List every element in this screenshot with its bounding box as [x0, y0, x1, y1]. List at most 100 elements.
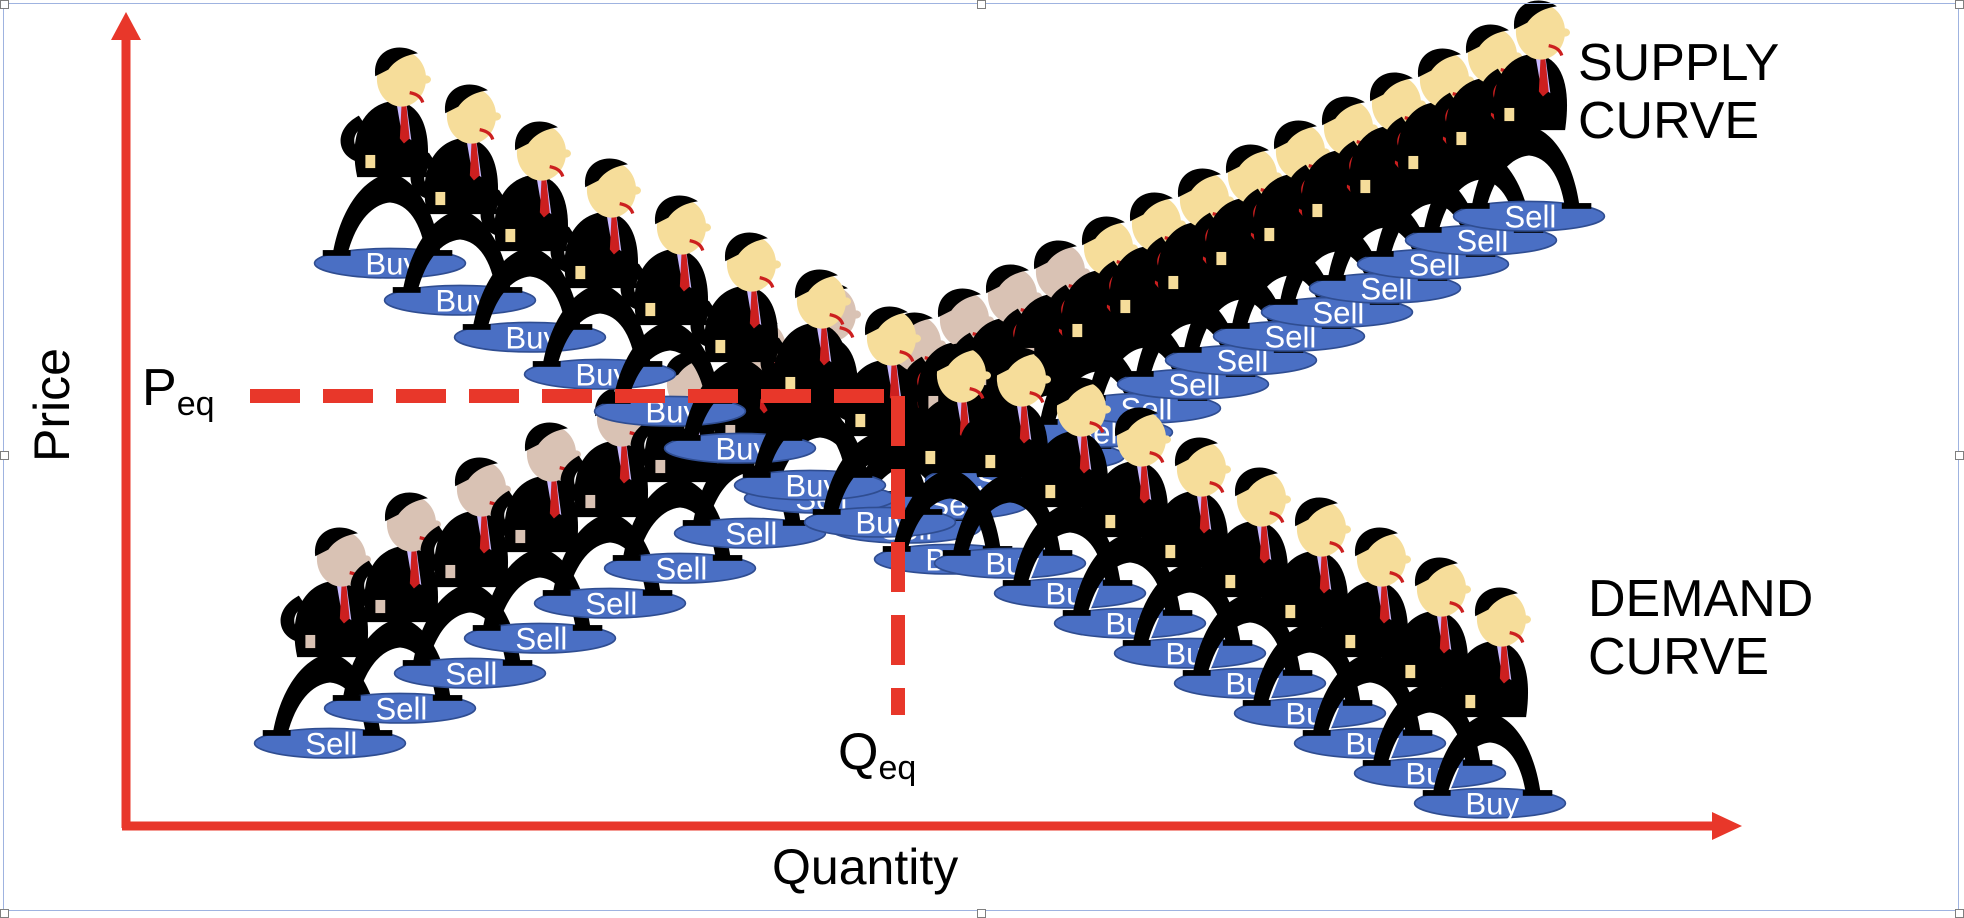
- resize-handle-middle-right[interactable]: [1955, 451, 1964, 460]
- pad-shape: [1452, 200, 1606, 232]
- hand-shape: [1165, 544, 1176, 559]
- resize-handle-bottom-center[interactable]: [977, 909, 986, 918]
- p-eq-sub: eq: [176, 385, 215, 423]
- mouth-shape: [759, 276, 775, 289]
- tie-shape: [409, 550, 420, 589]
- resize-handle-bottom-right[interactable]: [1955, 909, 1964, 918]
- hair-shape: [1369, 72, 1413, 102]
- shoe-right-shape: [772, 435, 803, 441]
- hand-shape: [505, 228, 516, 243]
- tie-shape: [469, 142, 480, 181]
- shoe-right-shape: [562, 324, 593, 330]
- arm-shape: [999, 308, 1030, 357]
- arm-shape: [1140, 505, 1171, 554]
- legs-shape: [752, 395, 861, 477]
- arm-shape: [1440, 655, 1471, 704]
- hand-shape: [1105, 514, 1116, 529]
- legs-shape: [472, 247, 581, 329]
- hand-shape: [785, 376, 796, 391]
- arm-shape: [1260, 565, 1291, 614]
- arm-shape: [1095, 260, 1126, 309]
- legs-shape: [1132, 563, 1241, 645]
- legs-shape: [1039, 342, 1148, 424]
- resize-handle-middle-left[interactable]: [0, 451, 9, 460]
- nose-shape: [1281, 495, 1291, 504]
- mouth-shape: [899, 350, 915, 363]
- demand-curve-label: DEMAND CURVE: [1588, 570, 1813, 686]
- shoe-left-shape: [812, 509, 841, 515]
- buyer-figure-4: Buy: [523, 158, 677, 393]
- shoe-left-shape: [262, 730, 291, 736]
- tie-shape: [1538, 58, 1549, 97]
- shoe-right-shape: [1402, 730, 1433, 736]
- resize-handle-top-center[interactable]: [977, 0, 986, 9]
- arm-shape: [350, 560, 381, 609]
- arm-shape: [620, 263, 651, 312]
- nose-shape: [1521, 615, 1531, 624]
- mouth-shape: [839, 326, 855, 339]
- hair-shape: [1033, 240, 1077, 270]
- hair-shape: [724, 232, 768, 262]
- nose-shape: [421, 75, 431, 84]
- arm-shape: [1335, 140, 1366, 189]
- shoe-left-shape: [1242, 700, 1271, 706]
- tie-shape: [1499, 645, 1510, 684]
- legs-shape: [1279, 222, 1388, 304]
- shoe-left-shape: [1221, 323, 1250, 329]
- shoe-left-shape: [472, 625, 501, 631]
- arm-shape: [690, 300, 721, 349]
- buyer-figure-low-5: Buy: [1173, 467, 1327, 702]
- seller-figure-12: Sell: [1356, 48, 1510, 283]
- nose-shape: [981, 371, 991, 380]
- hand-shape: [1120, 299, 1131, 314]
- resize-handle-top-right[interactable]: [1955, 0, 1964, 9]
- pad-tag-text: Sell: [445, 657, 497, 692]
- resize-handle-top-left[interactable]: [0, 0, 9, 9]
- shoe-right-shape: [1102, 580, 1133, 586]
- seller-figure-low-4: Sell: [463, 422, 617, 657]
- hand-shape: [925, 450, 936, 465]
- hair-shape: [1294, 497, 1338, 527]
- hair-shape: [1129, 192, 1173, 222]
- buyer-figure-7: Buy: [733, 269, 887, 504]
- nose-shape: [1101, 405, 1111, 414]
- buyer-figure-5: Buy: [593, 195, 747, 430]
- legs-shape: [822, 432, 931, 514]
- price-equilibrium-label: Peq: [142, 358, 215, 424]
- pad-shape: [603, 552, 757, 584]
- hand-shape: [1225, 574, 1236, 589]
- hair-shape: [934, 343, 978, 373]
- supply-label-line1: SUPPLY: [1578, 34, 1780, 92]
- nose-shape: [491, 112, 501, 121]
- shoe-right-shape: [1342, 700, 1373, 706]
- arm-shape: [1191, 212, 1222, 261]
- nose-shape: [771, 260, 781, 269]
- legs-shape: [1012, 503, 1121, 585]
- arm-shape: [490, 490, 521, 539]
- legs-shape: [1432, 713, 1541, 795]
- arm-shape: [480, 189, 511, 238]
- hand-shape: [985, 454, 996, 469]
- shoe-right-shape: [712, 555, 743, 561]
- x-axis-label: Quantity: [772, 839, 959, 895]
- shoe-left-shape: [1029, 419, 1058, 425]
- tie-shape: [749, 290, 760, 329]
- shoe-left-shape: [1362, 760, 1391, 766]
- shoe-right-shape: [492, 287, 523, 293]
- shoe-left-shape: [332, 695, 361, 701]
- hand-shape: [305, 634, 316, 649]
- buyer-figure-low-8: Buy: [1353, 557, 1507, 792]
- hair-shape: [1354, 527, 1398, 557]
- hair-shape: [994, 347, 1038, 377]
- resize-handle-bottom-left[interactable]: [0, 909, 9, 918]
- nose-shape: [1161, 435, 1171, 444]
- nose-shape: [841, 297, 851, 306]
- hair-shape: [985, 264, 1029, 294]
- mouth-shape: [1089, 421, 1105, 434]
- nose-shape: [631, 186, 641, 195]
- arm-shape: [1320, 595, 1351, 644]
- shoe-left-shape: [322, 250, 351, 256]
- legs-shape: [1135, 294, 1244, 376]
- hand-shape: [1285, 604, 1296, 619]
